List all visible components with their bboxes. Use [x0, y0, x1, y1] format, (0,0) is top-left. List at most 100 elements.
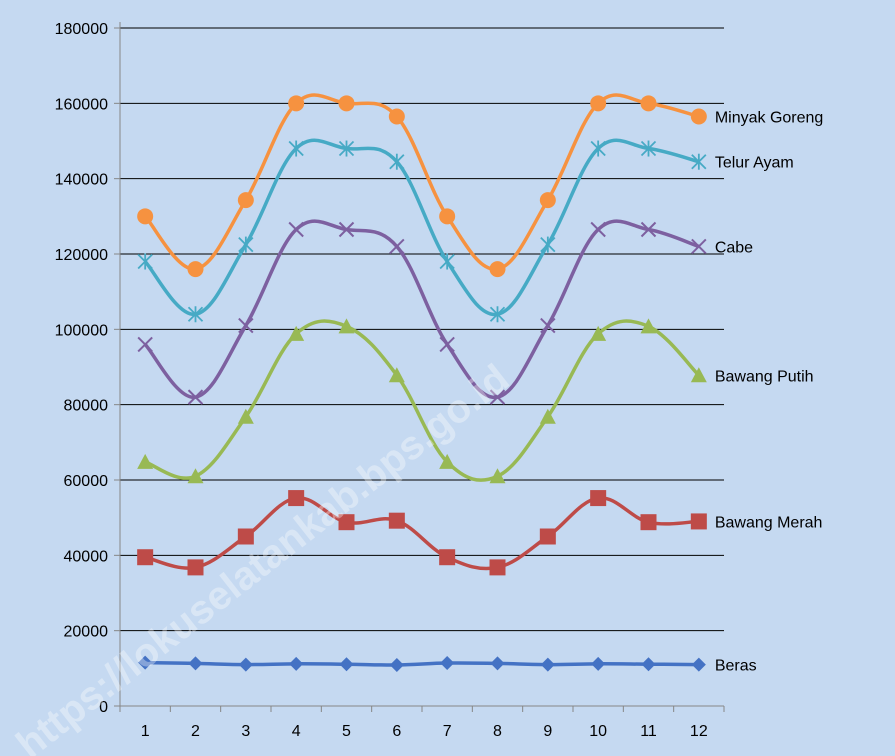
marker-stroke	[338, 221, 355, 238]
data-point-beras	[540, 657, 555, 672]
x-tick-label: 7	[443, 723, 452, 740]
data-point-minyak-goreng	[388, 108, 405, 125]
series-line-beras	[145, 660, 699, 667]
marker-stroke	[691, 238, 707, 255]
data-point-cabe	[137, 336, 153, 353]
axes	[114, 22, 725, 712]
data-point-bawang-merah	[237, 528, 254, 545]
data-point-bawang-putih	[137, 453, 154, 469]
data-point-bawang-merah	[690, 513, 707, 530]
marker-stroke	[137, 336, 153, 353]
series-line-cabe	[143, 219, 700, 399]
series-label-minyak-goreng: Minyak Goreng	[715, 110, 824, 127]
data-point-bawang-merah	[388, 512, 405, 529]
data-point-bawang-merah	[439, 549, 456, 566]
series-label-beras: Beras	[715, 658, 757, 675]
data-point-bawang-putih	[187, 468, 204, 484]
data-point-cabe	[439, 336, 455, 353]
x-tick-label: 1	[141, 723, 150, 740]
series-cabe	[137, 219, 707, 405]
data-point-bawang-putih	[388, 367, 405, 383]
x-tick-label: 2	[191, 723, 200, 740]
marker-stroke	[489, 389, 506, 405]
series-labels: Beras Bawang Merah Bawang Putih Cabe Telur A…	[715, 110, 824, 675]
x-tick-label: 12	[690, 723, 708, 740]
data-point-bawang-merah	[288, 490, 305, 507]
data-point-bawang-putih	[539, 408, 556, 424]
data-point-beras	[691, 657, 706, 672]
data-point-telur-ayam	[439, 253, 455, 270]
x-tick-label: 11	[640, 723, 657, 740]
data-point-minyak-goreng	[590, 95, 607, 112]
marker-stroke	[540, 317, 556, 334]
data-point-minyak-goreng	[690, 108, 707, 125]
data-point-telur-ayam	[540, 236, 556, 253]
y-tick-label: 120000	[55, 247, 108, 264]
series-telur-ayam	[137, 138, 707, 323]
marker-stroke	[238, 317, 254, 334]
data-point-telur-ayam	[288, 140, 304, 157]
data-point-beras	[440, 656, 455, 671]
data-point-cabe	[640, 221, 657, 238]
data-point-minyak-goreng	[187, 261, 204, 278]
y-tick-label: 100000	[55, 322, 108, 339]
series-label-bawang-putih: Bawang Putih	[715, 368, 814, 385]
y-tick-label: 0	[99, 699, 108, 716]
data-point-telur-ayam	[137, 253, 153, 270]
data-point-cabe	[389, 238, 405, 255]
series-minyak-goreng	[137, 93, 707, 278]
y-tick-label: 60000	[64, 473, 109, 490]
marker-stroke	[389, 238, 405, 255]
data-point-beras	[138, 655, 153, 670]
data-point-bawang-merah	[590, 490, 607, 507]
y-tick-label: 40000	[64, 548, 109, 565]
data-point-beras	[339, 657, 354, 672]
series-label-telur-ayam: Telur Ayam	[715, 155, 794, 172]
marker-stroke	[439, 336, 455, 353]
data-point-beras	[289, 656, 304, 671]
data-point-beras	[238, 657, 253, 672]
data-point-telur-ayam	[187, 306, 204, 323]
data-point-minyak-goreng	[539, 192, 556, 209]
series-group	[137, 93, 707, 672]
data-point-minyak-goreng	[338, 95, 355, 112]
data-point-bawang-merah	[489, 559, 506, 576]
data-point-cabe	[238, 317, 254, 334]
x-tick-label: 9	[543, 723, 552, 740]
data-point-minyak-goreng	[237, 192, 254, 209]
marker-stroke	[187, 389, 204, 405]
data-point-cabe	[691, 238, 707, 255]
data-point-telur-ayam	[238, 236, 254, 253]
data-point-bawang-putih	[489, 468, 506, 484]
data-point-cabe	[590, 221, 606, 238]
data-point-telur-ayam	[640, 140, 657, 157]
data-point-beras	[188, 656, 203, 671]
y-tick-label: 20000	[64, 624, 109, 641]
series-line-bawang-merah	[144, 496, 699, 571]
data-point-bawang-merah	[137, 549, 154, 566]
series-label-bawang-merah: Bawang Merah	[715, 514, 823, 531]
data-point-cabe	[540, 317, 556, 334]
data-point-bawang-putih	[590, 325, 607, 341]
data-point-minyak-goreng	[288, 95, 305, 112]
data-point-bawang-putih	[288, 325, 305, 341]
data-point-minyak-goreng	[489, 261, 506, 278]
data-point-beras	[591, 656, 606, 671]
y-tick-label: 80000	[64, 398, 109, 415]
data-point-bawang-putih	[237, 408, 254, 424]
x-tick-label: 8	[493, 723, 502, 740]
y-tick-label: 160000	[55, 96, 108, 113]
data-point-bawang-merah	[187, 559, 204, 576]
data-point-telur-ayam	[338, 140, 355, 157]
series-beras	[138, 655, 706, 672]
x-tick-label: 5	[342, 723, 351, 740]
marker-stroke	[640, 221, 657, 238]
marker-stroke	[590, 221, 606, 238]
x-tick-label: 3	[241, 723, 250, 740]
x-tick-label: 6	[392, 723, 401, 740]
y-axis-ticks: 0 20000 40000 60000 80000 100000 120000 140000 1…	[55, 21, 108, 716]
series-bawang-putih	[137, 318, 707, 484]
data-point-minyak-goreng	[640, 95, 657, 112]
